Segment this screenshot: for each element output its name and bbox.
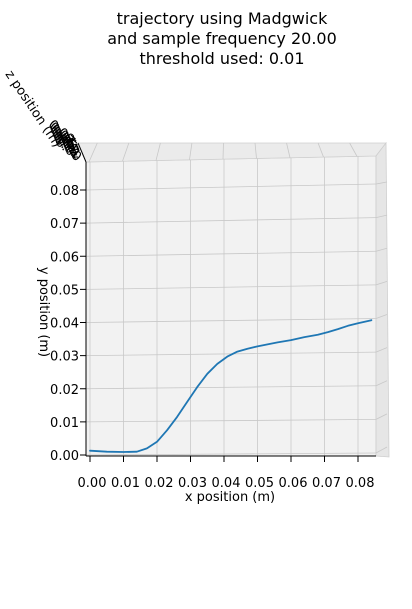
y-grid-line [85,183,377,191]
y-tick-label: 0.08 [50,184,79,199]
y-axis-label: y position (m) [36,267,51,357]
x-tick-label: 0.04 [212,476,241,491]
floor-grid-line [254,142,257,159]
side-grid-line [375,181,388,185]
grid-lines [85,142,388,456]
y-grid-line [85,250,377,257]
y-grid-line [85,385,377,390]
side-grid-line [375,347,388,353]
x-tick-label: 0.08 [346,476,375,491]
y-tick-label: 0.00 [50,449,79,464]
pane-side-wall [375,141,390,458]
z-axis-line [77,142,87,163]
y-tick-label: 0.07 [50,217,79,232]
side-grid-line [375,280,388,286]
side-grid-line [375,380,388,387]
title-line-1: trajectory using Madgwick [117,9,328,28]
x-tick-label: 0.07 [312,476,341,491]
x-tick-label: 0.05 [245,476,274,491]
floor-grid-line [349,142,358,157]
axis-lines [77,142,376,457]
y-tick-label: 0.05 [50,283,79,298]
y-tick-label: 0.01 [50,416,79,431]
x-axis-ticks: 0.00 0.01 0.02 0.03 0.04 0.05 0.06 0.07 0.08 [78,456,375,491]
floor-grid-line [122,142,130,162]
y-grid-line [85,284,377,290]
side-grid-line [375,446,388,454]
title-line-3: threshold used: 0.01 [139,49,304,68]
y-tick-label: 0.06 [50,250,79,265]
series-line-1 [89,319,373,453]
x-tick-label: 0.00 [78,476,107,491]
y-tick-label: 0.04 [50,317,79,332]
y-grid-line [85,217,377,224]
floor-grid-line [286,142,291,158]
floor-grid-line [189,142,193,160]
y-tick-label: 0.02 [50,383,79,398]
x-tick-label: 0.01 [111,476,140,491]
side-grid-line [375,413,388,420]
y-axis-ticks: 0.00 0.01 0.02 0.03 0.04 0.05 0.06 0.07 0.08 [50,184,86,464]
side-grid-line [375,247,388,252]
y-grid-line [85,318,377,323]
y-grid-line [85,418,377,423]
y-tick-label: 0.03 [50,350,79,365]
floor-grid-line [88,142,98,163]
x-axis-label: x position (m) [185,490,275,505]
x-tick-label: 0.02 [145,476,174,491]
x-tick-label: 0.06 [279,476,308,491]
pane-back-wall [85,155,377,457]
title-line-2: and sample frequency 20.00 [107,29,337,48]
side-grid-line [375,314,388,319]
y-grid-line [85,452,377,456]
side-grid-line [375,214,388,219]
floor-grid-line [155,142,161,161]
floor-grid-line [317,142,324,158]
series-group [89,319,373,453]
z-axis-label: z position (m) [2,68,64,150]
x-tick-label: 0.03 [178,476,207,491]
axis-panes [77,141,390,458]
